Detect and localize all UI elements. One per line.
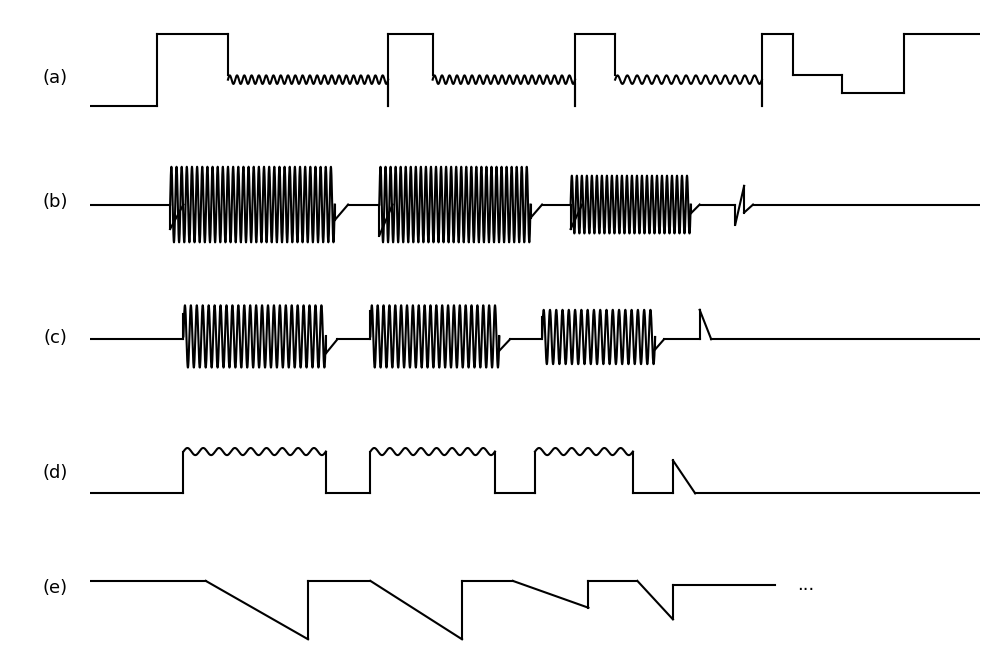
Text: (e): (e) <box>43 579 68 597</box>
Text: (d): (d) <box>42 464 68 482</box>
Text: ...: ... <box>798 576 815 594</box>
Text: (c): (c) <box>44 329 68 347</box>
Text: (a): (a) <box>43 69 68 87</box>
Text: (b): (b) <box>42 193 68 211</box>
